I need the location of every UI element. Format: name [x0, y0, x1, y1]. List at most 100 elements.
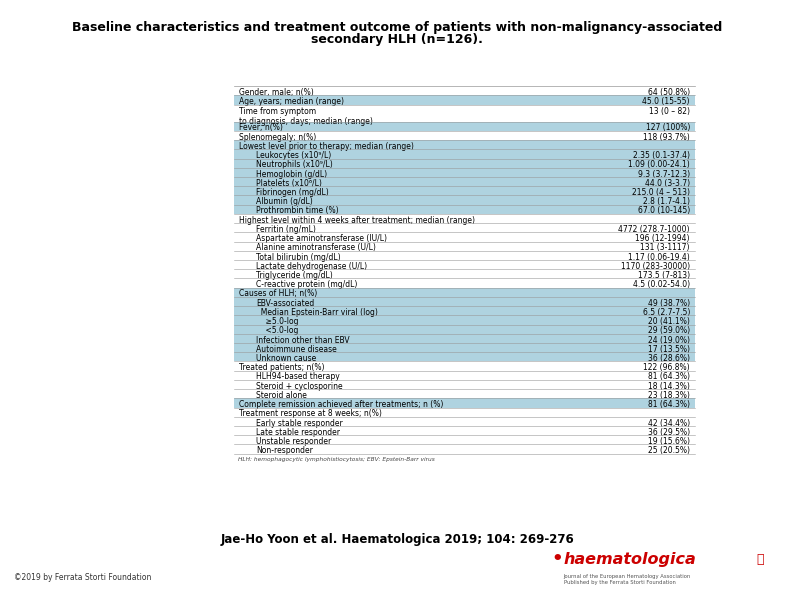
- Text: 118 (93.7%): 118 (93.7%): [643, 133, 690, 142]
- Text: 173.5 (7-813): 173.5 (7-813): [638, 271, 690, 280]
- Text: 6.5 (2.7-7.5): 6.5 (2.7-7.5): [642, 308, 690, 317]
- Text: Alanine aminotransferase (U/L): Alanine aminotransferase (U/L): [256, 243, 376, 252]
- Text: 4772 (278.7-1000): 4772 (278.7-1000): [619, 225, 690, 234]
- Text: Baseline characteristics and treatment outcome of patients with non-malignancy-a: Baseline characteristics and treatment o…: [72, 21, 722, 34]
- Bar: [234, 158, 695, 168]
- Bar: [234, 168, 695, 177]
- Bar: [234, 287, 695, 297]
- Text: Highest level within 4 weeks after treatment; median (range): Highest level within 4 weeks after treat…: [239, 215, 475, 225]
- Text: 9.3 (3.7-12.3): 9.3 (3.7-12.3): [638, 170, 690, 178]
- Text: Treated patients; n(%): Treated patients; n(%): [239, 363, 325, 372]
- Bar: [234, 177, 695, 186]
- Text: 131 (3-1117): 131 (3-1117): [641, 243, 690, 252]
- Text: Fever; n(%): Fever; n(%): [239, 123, 283, 133]
- Text: 1.09 (0.00-24.1): 1.09 (0.00-24.1): [628, 160, 690, 170]
- Text: Leukocytes (x10⁹/L): Leukocytes (x10⁹/L): [256, 151, 332, 160]
- Text: ©2019 by Ferrata Storti Foundation: ©2019 by Ferrata Storti Foundation: [14, 573, 152, 582]
- Text: Ferritin (ng/mL): Ferritin (ng/mL): [256, 225, 316, 234]
- Text: 2.35 (0.1-37.4): 2.35 (0.1-37.4): [633, 151, 690, 160]
- Bar: [234, 334, 695, 343]
- Text: 215.0 (4 – 513): 215.0 (4 – 513): [632, 188, 690, 197]
- Text: 20 (41.1%): 20 (41.1%): [648, 317, 690, 326]
- Text: 64 (50.8%): 64 (50.8%): [648, 88, 690, 97]
- Text: Complete remission achieved after treatments; n (%): Complete remission achieved after treatm…: [239, 400, 443, 409]
- Text: Steroid + cyclosporine: Steroid + cyclosporine: [256, 381, 343, 391]
- Bar: [234, 140, 695, 149]
- Text: Infection other than EBV: Infection other than EBV: [256, 336, 350, 345]
- Text: Fibrinogen (mg/dL): Fibrinogen (mg/dL): [256, 188, 330, 197]
- Text: 42 (34.4%): 42 (34.4%): [648, 418, 690, 428]
- Text: 1170 (283-30000): 1170 (283-30000): [621, 262, 690, 271]
- Bar: [234, 306, 695, 315]
- Text: Splenomegaly; n(%): Splenomegaly; n(%): [239, 133, 316, 142]
- Text: Time from symptom
to diagnosis, days; median (range): Time from symptom to diagnosis, days; me…: [239, 107, 373, 126]
- Text: Early stable responder: Early stable responder: [256, 418, 343, 428]
- Text: 19 (15.6%): 19 (15.6%): [648, 437, 690, 446]
- Text: 36 (28.6%): 36 (28.6%): [648, 354, 690, 363]
- Text: Autoimmune disease: Autoimmune disease: [256, 345, 337, 354]
- Text: 13 (0 – 82): 13 (0 – 82): [649, 107, 690, 115]
- Text: 🐟: 🐟: [756, 553, 764, 566]
- Text: secondary HLH (n=126).: secondary HLH (n=126).: [311, 33, 483, 46]
- Bar: [234, 398, 695, 408]
- Text: Median Epstein-Barr viral (log): Median Epstein-Barr viral (log): [256, 308, 378, 317]
- Text: Journal of the European Hematology Association
Published by the Ferrata Storti F: Journal of the European Hematology Assoc…: [564, 574, 691, 585]
- Bar: [234, 95, 695, 105]
- Text: HLH94-based therapy: HLH94-based therapy: [256, 372, 340, 381]
- Text: Causes of HLH; n(%): Causes of HLH; n(%): [239, 289, 318, 299]
- Text: 44.0 (3-3.7): 44.0 (3-3.7): [645, 178, 690, 188]
- Text: 25 (20.5%): 25 (20.5%): [648, 446, 690, 455]
- Text: 49 (38.7%): 49 (38.7%): [648, 299, 690, 308]
- Bar: [234, 121, 695, 131]
- Bar: [234, 343, 695, 352]
- Text: Total bilirubin (mg/dL): Total bilirubin (mg/dL): [256, 252, 341, 262]
- Text: 18 (14.3%): 18 (14.3%): [648, 381, 690, 391]
- Bar: [234, 324, 695, 334]
- Text: Albumin (g/dL): Albumin (g/dL): [256, 197, 313, 206]
- Text: 24 (19.0%): 24 (19.0%): [648, 336, 690, 345]
- Text: 1.17 (0.06-19.4): 1.17 (0.06-19.4): [628, 252, 690, 262]
- Text: 4.5 (0.02-54.0): 4.5 (0.02-54.0): [633, 280, 690, 289]
- Text: Steroid alone: Steroid alone: [256, 391, 307, 400]
- Text: Unknown cause: Unknown cause: [256, 354, 317, 363]
- Text: Non-responder: Non-responder: [256, 446, 314, 455]
- Text: 29 (59.0%): 29 (59.0%): [648, 326, 690, 336]
- Text: Platelets (x10⁶/L): Platelets (x10⁶/L): [256, 178, 322, 188]
- Text: Triglyceride (mg/dL): Triglyceride (mg/dL): [256, 271, 333, 280]
- Text: 81 (64.3%): 81 (64.3%): [648, 372, 690, 381]
- Text: 67.0 (10-145): 67.0 (10-145): [638, 206, 690, 215]
- Text: Lactate dehydrogenase (U/L): Lactate dehydrogenase (U/L): [256, 262, 368, 271]
- Text: Age, years; median (range): Age, years; median (range): [239, 97, 344, 107]
- Text: 36 (29.5%): 36 (29.5%): [648, 428, 690, 437]
- Text: EBV-associated: EBV-associated: [256, 299, 314, 308]
- Bar: [234, 315, 695, 324]
- Text: •: •: [552, 550, 564, 568]
- Text: Gender, male; n(%): Gender, male; n(%): [239, 88, 314, 97]
- Text: haematologica: haematologica: [564, 552, 696, 567]
- Text: 127 (100%): 127 (100%): [646, 123, 690, 133]
- Text: Hemoglobin (g/dL): Hemoglobin (g/dL): [256, 170, 328, 178]
- Text: 122 (96.8%): 122 (96.8%): [643, 363, 690, 372]
- Bar: [234, 186, 695, 195]
- Text: Neutrophils (x10⁹/L): Neutrophils (x10⁹/L): [256, 160, 333, 170]
- Text: 2.8 (1.7-4.1): 2.8 (1.7-4.1): [643, 197, 690, 206]
- Text: HLH: hemophagocytic lymphohistiocytosis; EBV: Epstein-Barr virus: HLH: hemophagocytic lymphohistiocytosis;…: [238, 457, 435, 462]
- Text: 17 (13.5%): 17 (13.5%): [648, 345, 690, 354]
- Text: 23 (18.3%): 23 (18.3%): [648, 391, 690, 400]
- Bar: [234, 149, 695, 158]
- Text: 45.0 (15-55): 45.0 (15-55): [642, 97, 690, 107]
- Text: Unstable responder: Unstable responder: [256, 437, 332, 446]
- Text: Treatment response at 8 weeks; n(%): Treatment response at 8 weeks; n(%): [239, 409, 382, 418]
- Text: Lowest level prior to therapy; median (range): Lowest level prior to therapy; median (r…: [239, 142, 414, 151]
- Text: 81 (64.3%): 81 (64.3%): [648, 400, 690, 409]
- Text: C-reactive protein (mg/dL): C-reactive protein (mg/dL): [256, 280, 358, 289]
- Bar: [234, 195, 695, 205]
- Text: ≥5.0-log: ≥5.0-log: [256, 317, 299, 326]
- Text: <5.0-log: <5.0-log: [256, 326, 299, 336]
- Text: 196 (12-1994): 196 (12-1994): [635, 234, 690, 243]
- Text: Late stable responder: Late stable responder: [256, 428, 341, 437]
- Text: Prothrombin time (%): Prothrombin time (%): [256, 206, 339, 215]
- Bar: [234, 297, 695, 306]
- Text: Jae-Ho Yoon et al. Haematologica 2019; 104: 269-276: Jae-Ho Yoon et al. Haematologica 2019; 1…: [220, 533, 574, 546]
- Bar: [234, 352, 695, 361]
